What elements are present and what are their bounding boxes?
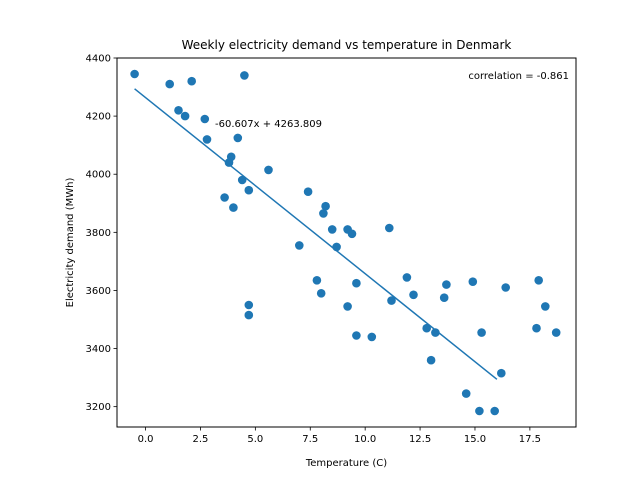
data-point	[316, 289, 326, 298]
x-tick-label: 12.5	[409, 434, 431, 445]
data-point	[501, 283, 511, 292]
regression-equation-annotation: -60.607x + 4263.809	[215, 119, 322, 130]
data-point	[312, 276, 322, 285]
y-tick-label: 3400	[86, 344, 111, 355]
data-point	[240, 71, 249, 80]
correlation-annotation: correlation = -0.861	[468, 71, 569, 82]
data-point	[352, 331, 361, 340]
data-point	[497, 368, 506, 378]
data-point	[237, 175, 247, 185]
data-point	[367, 332, 377, 342]
plot-area	[130, 69, 561, 416]
data-point	[321, 201, 330, 211]
data-point	[303, 187, 313, 196]
data-point	[439, 293, 449, 303]
data-point	[352, 278, 361, 288]
data-point	[233, 133, 243, 143]
x-tick-label: 7.5	[302, 434, 318, 445]
chart-title: Weekly electricity demand vs temperature…	[182, 38, 512, 52]
x-tick-label: 2.5	[193, 434, 209, 445]
data-point	[422, 323, 432, 333]
data-point	[319, 209, 328, 218]
data-point	[431, 328, 440, 337]
y-axis-ticks: 3200 3400 3600 3800 4000 4200 4400	[86, 54, 117, 413]
data-point	[264, 165, 273, 175]
data-point	[244, 185, 254, 195]
data-point	[200, 114, 210, 124]
data-point	[229, 203, 238, 212]
axes-frame	[116, 57, 577, 428]
y-tick-label: 3800	[86, 228, 111, 239]
y-tick-label: 3600	[86, 286, 111, 297]
data-point	[387, 296, 396, 305]
data-point	[327, 225, 337, 234]
data-point	[187, 76, 196, 86]
data-point	[244, 310, 254, 320]
data-point	[442, 280, 451, 289]
data-point	[551, 328, 561, 337]
x-axis-ticks: 0.0 2.5 5.0 7.5 10.0 12.5 15.0 17.5	[138, 427, 541, 445]
data-point	[130, 69, 139, 79]
data-point	[534, 276, 543, 285]
y-tick-label: 4000	[86, 170, 111, 181]
x-tick-label: 15.0	[464, 434, 486, 445]
y-tick-label: 4200	[86, 112, 111, 123]
data-point	[477, 328, 486, 337]
regression-line	[134, 88, 498, 380]
data-point	[174, 106, 183, 115]
x-tick-label: 0.0	[138, 434, 154, 445]
x-axis-label: Temperature (C)	[305, 458, 387, 469]
data-point	[402, 273, 412, 282]
data-point	[244, 300, 254, 310]
data-point	[385, 223, 394, 233]
data-point	[343, 302, 352, 311]
data-point	[426, 355, 436, 365]
data-point	[295, 241, 304, 250]
data-point	[409, 290, 418, 300]
data-point	[180, 111, 190, 121]
data-point	[347, 229, 357, 239]
x-tick-label: 10.0	[354, 434, 376, 445]
y-axis-label: Electricity demand (MWh)	[65, 178, 76, 308]
data-point	[532, 323, 541, 333]
y-tick-label: 3200	[86, 402, 111, 413]
data-point	[202, 135, 212, 144]
data-point	[220, 193, 229, 202]
data-point	[490, 406, 500, 416]
data-point	[165, 79, 174, 89]
x-tick-label: 5.0	[247, 434, 263, 445]
x-tick-label: 17.5	[519, 434, 541, 445]
data-point	[541, 302, 550, 311]
data-point	[468, 277, 478, 287]
y-tick-label: 4400	[86, 54, 111, 65]
data-point	[224, 158, 234, 167]
data-point	[461, 389, 471, 398]
data-point	[475, 406, 484, 416]
